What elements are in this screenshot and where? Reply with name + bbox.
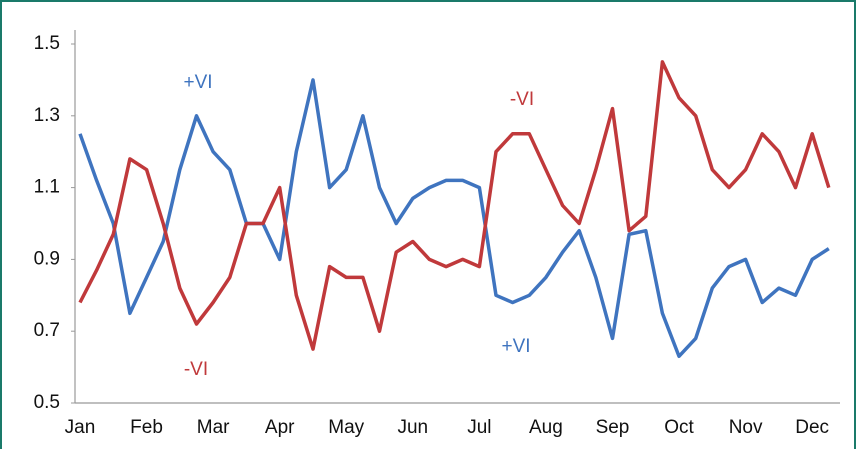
annotation: -VI bbox=[184, 359, 208, 380]
y-tick-label: 0.5 bbox=[34, 392, 60, 413]
x-tick-label: Feb bbox=[130, 417, 163, 438]
x-tick-label: Dec bbox=[795, 417, 829, 438]
x-tick-label: Jun bbox=[397, 417, 428, 438]
x-tick-label: Oct bbox=[664, 417, 694, 438]
x-tick-label: Apr bbox=[265, 417, 295, 438]
x-tick-label: Mar bbox=[197, 417, 230, 438]
x-tick-label: Aug bbox=[529, 417, 563, 438]
annotation: +VI bbox=[501, 336, 530, 357]
x-tick-label: May bbox=[328, 417, 364, 438]
y-tick-label: 0.9 bbox=[34, 248, 60, 269]
x-tick-label: Jul bbox=[467, 417, 491, 438]
x-tick-label: Jan bbox=[65, 417, 96, 438]
y-tick-label: 0.7 bbox=[34, 320, 60, 341]
y-tick-label: 1.5 bbox=[34, 33, 60, 54]
line-series bbox=[78, 78, 830, 359]
y-tick-label: 1.3 bbox=[34, 105, 60, 126]
annotation: -VI bbox=[510, 89, 534, 110]
x-tick-label: Sep bbox=[596, 417, 630, 438]
line-series bbox=[78, 60, 831, 351]
x-tick-label: Nov bbox=[729, 417, 763, 438]
y-tick-label: 1.1 bbox=[34, 177, 60, 198]
annotation: +VI bbox=[183, 72, 212, 93]
